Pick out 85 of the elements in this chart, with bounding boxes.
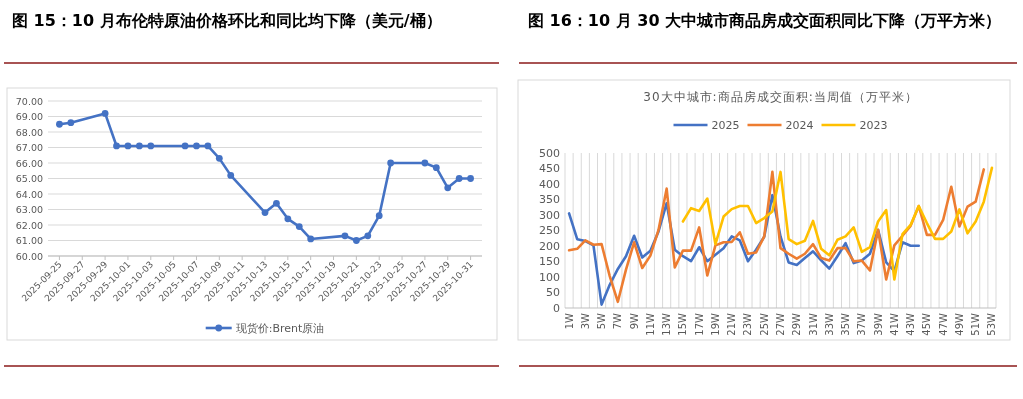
legend-label: 现货价:Brent原油 [235, 322, 325, 335]
y-tick-label: 250 [539, 224, 560, 237]
point [352, 237, 360, 244]
x-tick-label: 31W [807, 312, 819, 336]
y-tick-label: 400 [539, 177, 560, 191]
point [307, 235, 315, 243]
x-tick-label: 33W [823, 312, 835, 336]
y-tick-label: 500 [539, 146, 560, 160]
y-tick-label: 70.00 [15, 95, 43, 107]
y-tick-label: 0 [553, 301, 560, 315]
point [215, 154, 223, 162]
x-tick-label: 47W [937, 312, 949, 336]
point [204, 142, 212, 150]
y-tick-label: 64.00 [15, 188, 43, 200]
x-tick-label: 25W [758, 312, 770, 336]
point [181, 142, 189, 150]
x-tick-label: 49W [953, 312, 965, 336]
point [135, 142, 143, 150]
point [227, 172, 235, 179]
point [375, 212, 383, 220]
x-tick-label: 41W [888, 312, 900, 336]
point [467, 175, 474, 182]
x-tick-label: 13W [661, 312, 673, 336]
point [444, 184, 452, 192]
line-series [681, 166, 994, 281]
point [455, 175, 463, 182]
x-tick-label: 43W [905, 312, 917, 336]
y-tick-label: 60.00 [15, 250, 43, 262]
x-tick-label: 53W [986, 312, 998, 336]
chart-title: 图 16：10 月 30 大中城市商品房成交面积同比下降（万平方米） [528, 11, 1002, 30]
y-tick-label: 67.00 [15, 142, 43, 153]
x-tick-label: 29W [791, 312, 803, 336]
x-tick-label: 15W [677, 312, 689, 336]
point [193, 142, 200, 150]
y-tick-label: 350 [539, 193, 560, 206]
x-tick-label: 3W [579, 312, 591, 330]
x-tick-label: 51W [970, 312, 982, 336]
point [341, 232, 349, 240]
x-tick-label: 11W [644, 312, 656, 336]
point [295, 223, 303, 230]
point [387, 159, 395, 167]
x-tick-label: 9W [628, 312, 640, 330]
y-tick-label: 150 [539, 255, 560, 268]
y-tick-label: 100 [539, 270, 560, 284]
x-tick-label: 21W [726, 312, 738, 336]
legend-label: 2024 [785, 119, 814, 132]
y-tick-label: 62.00 [15, 219, 43, 231]
x-tick-label: 5W [596, 312, 608, 330]
x-tick-label: 7W [612, 312, 624, 330]
x-tick-label: 1W [563, 312, 575, 330]
y-tick-label: 61.00 [15, 235, 43, 246]
chart-title: 图 15：10 月布伦特原油价格环比和同比均下降（美元/桶） [12, 11, 442, 30]
x-tick-label: 39W [872, 312, 884, 336]
point [124, 142, 132, 150]
y-tick-label: 50 [546, 286, 560, 299]
x-tick-label: 17W [693, 312, 705, 336]
point [261, 209, 269, 216]
point [421, 159, 429, 167]
point [284, 215, 292, 223]
line-series [567, 168, 986, 304]
x-tick-label: 45W [921, 312, 933, 336]
point [364, 232, 372, 240]
x-tick-label: 35W [840, 312, 852, 336]
point [432, 164, 440, 172]
y-tick-label: 200 [539, 239, 560, 253]
point [273, 199, 280, 207]
point [101, 110, 109, 117]
point [56, 120, 63, 128]
x-tick-label: 37W [856, 312, 868, 336]
point [113, 142, 120, 150]
x-tick-label: 19W [709, 312, 721, 336]
point [67, 119, 75, 127]
point [147, 142, 155, 150]
y-tick-label: 68.00 [15, 126, 43, 138]
legend-label: 2023 [859, 119, 888, 132]
y-tick-label: 65.00 [15, 173, 43, 184]
x-tick-label: 27W [775, 312, 786, 336]
y-tick-label: 69.00 [15, 111, 43, 122]
y-tick-label: 300 [539, 208, 560, 222]
x-tick-label: 23W [742, 312, 754, 336]
y-tick-label: 66.00 [15, 157, 43, 169]
y-tick-label: 450 [539, 162, 560, 175]
legend-label: 2025 [711, 119, 740, 132]
chart-subtitle: 30大中城市:商品房成交面积:当周值（万平米） [643, 90, 918, 104]
y-tick-label: 63.00 [15, 204, 43, 215]
